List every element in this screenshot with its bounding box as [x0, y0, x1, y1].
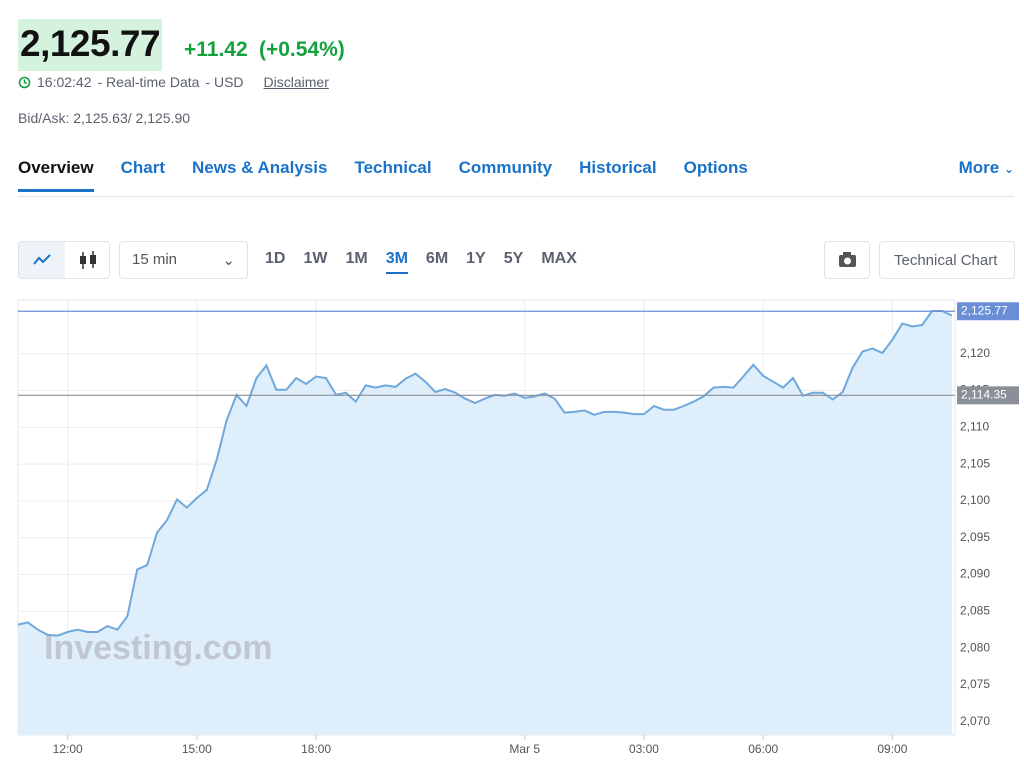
change-percent: (+0.54%)	[259, 38, 345, 61]
price: 2,125.77	[18, 19, 163, 71]
x-tick-label: 03:00	[629, 742, 659, 756]
line	[17, 310, 953, 637]
disclaimer-link[interactable]: Disclaimer	[263, 74, 329, 90]
tab-bar: Overview Chart News & Analysis Technical Com…	[18, 158, 1014, 197]
reference-label: 2,125.77	[961, 303, 1008, 317]
chart-type-toggle	[18, 241, 110, 279]
x-tick-label: Mar 5	[509, 742, 540, 756]
tab[interactable]: Options	[683, 158, 748, 177]
area	[18, 311, 952, 735]
watermark: Investing.com	[44, 629, 273, 667]
range-button[interactable]: 3M	[385, 250, 408, 274]
technical-chart-button[interactable]: Technical Chart	[879, 241, 1015, 279]
change: +11.42	[184, 38, 248, 61]
screenshot-button[interactable]	[824, 241, 870, 279]
source: - Real-time Data	[97, 74, 200, 90]
more-menu[interactable]: More ⌄	[958, 158, 1014, 177]
range-button[interactable]: 1M	[345, 250, 368, 267]
bid-ask: Bid/Ask: 2,125.63/ 2,125.90	[18, 110, 191, 126]
x-tick-label: 18:00	[301, 742, 331, 756]
x-tick-label: 15:00	[182, 742, 212, 756]
y-tick-label: 2,090	[960, 567, 990, 581]
tab[interactable]: Chart	[120, 158, 166, 177]
y-tick-label: 2,085	[960, 604, 990, 618]
range-button[interactable]: 6M	[425, 250, 449, 267]
range-button[interactable]: 1D	[265, 250, 286, 267]
y-tick-label: 2,100	[960, 493, 990, 507]
candle-icon	[80, 251, 96, 269]
camera-icon	[839, 252, 856, 267]
y-tick-label: 2,120	[960, 346, 990, 360]
meta-row: 16:02:42 - Real-time Data - USD Disclaim…	[18, 74, 329, 90]
clock-icon	[18, 76, 31, 88]
line-icon	[33, 254, 51, 265]
tab[interactable]: News & Analysis	[192, 158, 328, 177]
tab[interactable]: Overview	[18, 158, 94, 192]
y-tick-label: 2,095	[960, 530, 990, 544]
reference-label-box	[957, 386, 1019, 405]
range-button[interactable]: 1W	[303, 250, 328, 267]
currency: - USD	[205, 74, 244, 90]
x-tick-label: 09:00	[877, 742, 907, 756]
tab[interactable]: Historical	[579, 158, 657, 177]
reference-label: 2,114.35	[961, 387, 1007, 401]
x-tick-label: 06:00	[748, 742, 778, 756]
y-tick-label: 2,075	[960, 677, 990, 691]
candle-chart-button[interactable]	[65, 242, 111, 278]
tab[interactable]: Technical	[354, 158, 432, 177]
range-list: 1D 1W 1M 3M 6M 1Y 5Y MAX	[265, 250, 577, 274]
y-tick-label: 2,080	[960, 640, 990, 654]
chart: 2,070 2,075 2,080 2,085 2,090 2,095 2,100 2,105…	[17, 299, 1019, 756]
tab-list: Overview Chart News & Analysis Technical Com…	[18, 158, 1014, 192]
reference-label-box	[957, 302, 1019, 321]
range-button[interactable]: 5Y	[503, 250, 524, 267]
range-button[interactable]: MAX	[541, 250, 577, 267]
time: 16:02:42	[37, 74, 92, 90]
tab[interactable]: Community	[458, 158, 553, 177]
interval-select[interactable]: 15 min ⌄	[119, 241, 248, 279]
y-tick-label: 2,070	[960, 714, 990, 728]
range-button[interactable]: 1Y	[466, 250, 486, 267]
y-tick-label: 2,105	[960, 456, 990, 470]
line-chart-button[interactable]	[19, 242, 65, 278]
more-label: More	[958, 158, 1000, 177]
x-tick-label: 12:00	[53, 742, 83, 756]
interval-label: 15 min	[132, 251, 178, 268]
y-tick-label: 2,110	[960, 420, 989, 434]
